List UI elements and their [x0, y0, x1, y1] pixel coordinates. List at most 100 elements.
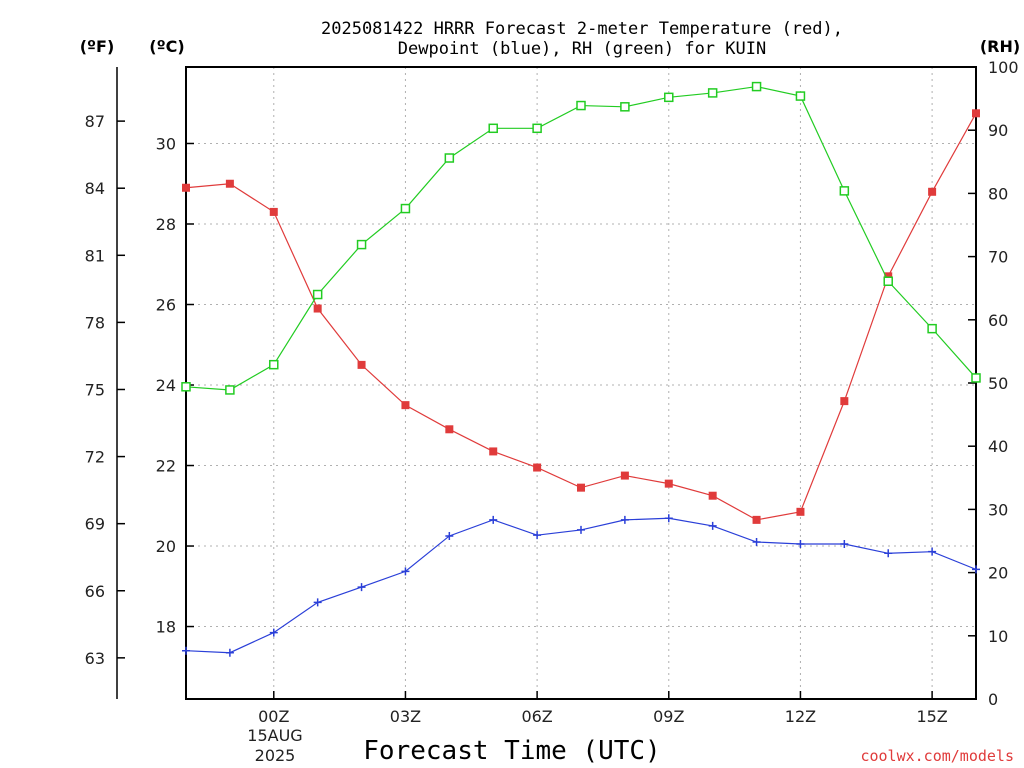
celsius-tick-label-18: 18: [156, 618, 176, 637]
rh-point-16: [883, 276, 893, 286]
chart-title-line1: 2025081422 HRRR Forecast 2-meter Tempera…: [321, 19, 843, 39]
rh-tick-label-0: 0: [988, 690, 998, 709]
temperature-point-7: [489, 447, 498, 456]
celsius-tick-label-24: 24: [156, 376, 176, 395]
temperature-point-15: [840, 397, 849, 406]
temperature-point-12: [708, 491, 717, 500]
fahrenheit-tick-label-69: 69: [85, 515, 105, 534]
fahrenheit-tick-label-87: 87: [85, 112, 105, 131]
rh-tick-label-20: 20: [988, 564, 1008, 583]
x-tick-label-15Z: 15Z: [916, 707, 947, 726]
rh-point-0: [181, 382, 191, 392]
celsius-tick-label-30: 30: [156, 134, 176, 153]
axes: 00Z 03Z 06Z 09Z 12Z 15Z 18 20 22 24 26 28 30 63 66 69 72…: [85, 58, 1019, 726]
temperature-point-16: [884, 272, 893, 281]
temperature-point-10: [620, 471, 629, 480]
x-axis-title: Forecast Time (UTC): [363, 736, 660, 766]
rh-tick-label-90: 90: [988, 121, 1008, 140]
temperature-point-2: [269, 207, 278, 216]
rh-point-11: [664, 92, 674, 103]
date-label-year: 2025: [255, 746, 296, 765]
fahrenheit-tick-label-66: 66: [85, 582, 105, 601]
rh-tick-label-70: 70: [988, 248, 1008, 267]
x-tick-label-06Z: 06Z: [521, 707, 552, 726]
rh-tick-label-40: 40: [988, 437, 1008, 456]
temperature-point-5: [401, 401, 410, 410]
rh-point-17: [927, 323, 937, 334]
celsius-tick-label-20: 20: [156, 537, 176, 556]
dewpoint-point-14: [796, 540, 805, 549]
rh-tick-label-50: 50: [988, 374, 1008, 393]
dewpoint-point-6: [445, 531, 454, 540]
rh-point-12: [707, 88, 718, 98]
dewpoint-point-1: [225, 648, 234, 657]
temperature-point-0: [182, 183, 190, 192]
dewpoint-point-9: [577, 525, 585, 534]
rh-tick-label-10: 10: [988, 627, 1008, 646]
rh-point-9: [576, 100, 586, 111]
temperature-point-17: [928, 187, 937, 196]
fahrenheit-tick-label-81: 81: [85, 246, 105, 265]
series-layer: [181, 81, 981, 657]
dewpoint-line: [185, 517, 977, 654]
rh-point-8: [532, 123, 542, 134]
dewpoint-point-18: [972, 565, 980, 574]
x-tick-label-09Z: 09Z: [653, 707, 684, 726]
chart-title-line2: Dewpoint (blue), RH (green) for KUIN: [398, 39, 766, 59]
date-label-day: 15AUG: [247, 726, 302, 745]
temperature-point-3: [313, 304, 322, 313]
rh-point-3: [312, 289, 323, 300]
dewpoint-point-11: [664, 514, 673, 523]
plot-frame: [185, 66, 977, 700]
temperature-point-14: [796, 507, 805, 516]
temperature-point-6: [445, 425, 454, 434]
grid-lines: [186, 67, 976, 699]
rh-tick-label-60: 60: [988, 311, 1008, 330]
celsius-unit-label: (ºC): [149, 37, 184, 56]
dewpoint-point-16: [884, 549, 893, 558]
rh-tick-label-100: 100: [988, 58, 1019, 77]
rh-point-10: [620, 102, 630, 112]
celsius-tick-label-26: 26: [156, 296, 176, 315]
dewpoint-point-7: [489, 515, 498, 524]
rh-tick-label-80: 80: [988, 184, 1008, 203]
dewpoint-point-10: [620, 515, 629, 524]
dewpoint-point-12: [708, 521, 717, 530]
temperature-point-4: [357, 360, 366, 369]
rh-point-7: [488, 123, 498, 134]
celsius-tick-label-28: 28: [156, 215, 176, 234]
dewpoint-point-2: [269, 628, 278, 637]
rh-point-1: [225, 385, 235, 395]
fahrenheit-unit-label: (ºF): [80, 37, 115, 56]
dewpoint-point-13: [752, 538, 761, 547]
rh-line: [185, 85, 977, 391]
rh-point-15: [839, 186, 850, 196]
x-tick-label-03Z: 03Z: [390, 707, 421, 726]
x-tick-label-12Z: 12Z: [785, 707, 816, 726]
fahrenheit-tick-label-75: 75: [85, 380, 105, 399]
rh-point-6: [444, 153, 455, 163]
celsius-tick-label-22: 22: [156, 457, 176, 476]
x-tick-label-00Z: 00Z: [258, 707, 289, 726]
rh-point-18: [971, 373, 981, 383]
temperature-point-11: [664, 479, 673, 488]
credit-text: coolwx.com/models: [860, 747, 1014, 765]
rh-point-2: [269, 359, 279, 370]
fahrenheit-tick-label-78: 78: [85, 313, 105, 332]
rh-point-14: [795, 91, 806, 101]
rh-point-4: [356, 239, 367, 250]
dewpoint-point-3: [313, 598, 322, 607]
fahrenheit-tick-label-84: 84: [85, 179, 105, 198]
rh-tick-label-30: 30: [988, 500, 1008, 519]
rh-point-5: [400, 203, 411, 214]
rh-unit-label: (RH): [980, 37, 1020, 56]
temperature-point-9: [577, 483, 585, 492]
dewpoint-point-15: [840, 540, 849, 549]
temperature-point-18: [972, 109, 980, 118]
temperature-point-8: [533, 463, 542, 472]
temperature-point-1: [225, 179, 234, 188]
fahrenheit-tick-label-63: 63: [85, 649, 105, 668]
dewpoint-point-5: [401, 567, 410, 576]
rh-point-13: [751, 81, 762, 92]
